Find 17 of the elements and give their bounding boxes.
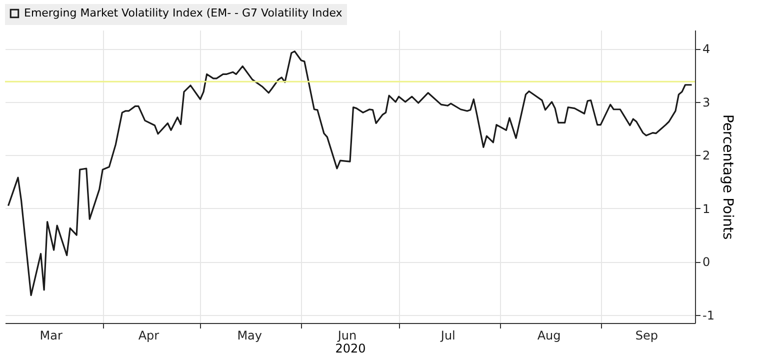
- x-tick-label: Jun: [336, 328, 357, 342]
- x-axis-title: 2020: [335, 342, 366, 356]
- y-tick-label: 1: [702, 202, 710, 216]
- y-tick-label: 2: [702, 148, 710, 163]
- x-tick-label: Apr: [138, 328, 160, 342]
- y-tick-label: -1: [702, 308, 714, 323]
- legend-label: Emerging Market Volatility Index (EM- - G7 Volatility Index: [24, 6, 343, 20]
- x-tick-label: Jul: [440, 328, 456, 342]
- x-tick-label: Mar: [40, 328, 62, 342]
- y-tick-label: 0: [702, 255, 710, 270]
- y-axis-title: Percentage Points: [719, 114, 736, 240]
- y-tick-label: 3: [702, 95, 710, 110]
- x-tick-label: May: [237, 328, 262, 342]
- x-tick-label: Sep: [635, 328, 658, 342]
- line-series: [7, 50, 693, 296]
- x-tick-label: Aug: [537, 328, 561, 342]
- y-tick-label: 4: [702, 42, 710, 56]
